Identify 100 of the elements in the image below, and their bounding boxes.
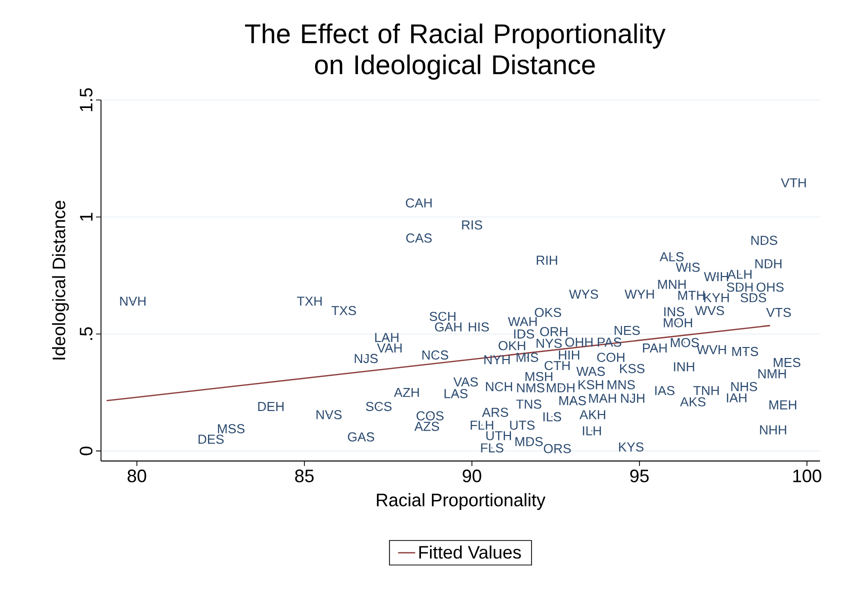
data-label: MDS — [515, 436, 543, 446]
data-label: TXS — [332, 306, 356, 316]
data-label: CAH — [406, 198, 432, 208]
data-label: DEH — [258, 402, 284, 411]
data-label: MIS — [516, 352, 538, 362]
data-label: DES — [198, 434, 224, 444]
data-label: SCH — [430, 312, 456, 322]
data-label: AZH — [394, 388, 419, 397]
data-label: UTS — [510, 420, 535, 430]
data-label: NCS — [422, 350, 448, 360]
legend-label: Fitted Values — [419, 545, 521, 559]
data-label: KSH — [578, 380, 604, 390]
data-label: CTH — [544, 360, 570, 370]
data-label: TNH — [693, 386, 719, 396]
data-label: CAS — [406, 233, 432, 243]
data-label: TNS — [516, 400, 542, 409]
data-label: MES — [774, 358, 800, 368]
data-label: AZS — [414, 422, 440, 431]
y-tick-label: .5 — [80, 327, 92, 340]
data-label: IDS — [514, 329, 534, 339]
data-label: MAS — [559, 396, 586, 406]
y-tick-label: 1.5 — [80, 88, 92, 112]
data-label: WAH — [508, 317, 537, 326]
data-label: RIH — [536, 256, 558, 265]
data-label: GAH — [435, 322, 462, 332]
data-label: NCH — [486, 382, 512, 392]
x-tick-label: 80 — [128, 470, 146, 482]
data-label: WIH — [704, 272, 728, 282]
y-axis-title: Ideological Distance — [52, 200, 69, 360]
data-label: COH — [597, 352, 624, 362]
data-label: KSS — [620, 364, 644, 374]
data-label: MOH — [664, 318, 692, 328]
y-tick-label: 1 — [80, 212, 92, 221]
x-tick-label: 100 — [793, 470, 822, 482]
data-label: AKH — [580, 410, 606, 420]
data-label: NMS — [517, 383, 544, 392]
data-label: WAS — [576, 366, 605, 376]
data-label: MTS — [732, 346, 758, 356]
data-label: NJS — [354, 354, 378, 364]
data-label: ILS — [543, 412, 562, 422]
x-tick-label: 90 — [462, 470, 482, 482]
data-label: KYS — [619, 442, 644, 452]
data-label: MEH — [769, 400, 796, 410]
data-label: MNS — [608, 380, 635, 390]
data-label: MSH — [526, 372, 552, 382]
data-label: ORS — [544, 444, 571, 454]
data-label: MSS — [218, 424, 244, 434]
data-label: OKS — [534, 308, 562, 318]
data-label: LAS — [444, 389, 468, 398]
data-label: HIS — [468, 322, 489, 332]
data-label: NDS — [751, 236, 778, 245]
data-label: NDH — [755, 259, 782, 268]
data-label: NVS — [316, 410, 342, 420]
x-tick-label: 95 — [630, 470, 649, 482]
data-label: TXH — [297, 296, 322, 306]
data-label: COS — [416, 411, 444, 420]
data-label: VTH — [780, 178, 806, 188]
data-label: HIH — [558, 350, 580, 360]
data-label: OKH — [498, 341, 526, 350]
data-label: OHS — [756, 282, 784, 292]
data-label: NYH — [484, 355, 510, 364]
data-label: NHS — [731, 382, 758, 392]
data-label: NHH — [760, 425, 786, 434]
data-label: INH — [674, 362, 694, 372]
data-label: PAH — [643, 344, 667, 352]
data-label: SDH — [726, 282, 753, 292]
data-label: INS — [664, 307, 684, 316]
data-label: WYH — [624, 290, 654, 299]
data-label: GAS — [348, 432, 374, 442]
data-label: ALS — [660, 252, 684, 262]
data-label: ALH — [727, 270, 752, 279]
data-label: RIS — [462, 220, 482, 230]
data-label: FLS — [481, 443, 504, 453]
data-label: KYH — [704, 293, 729, 302]
data-label: MAH — [589, 394, 616, 403]
data-label: OHH — [565, 338, 592, 347]
data-label: VTS — [766, 308, 791, 318]
data-label: IAS — [655, 386, 674, 396]
data-label: FLH — [470, 420, 494, 430]
data-label: VAS — [453, 377, 478, 387]
y-tick-label: 0 — [80, 446, 92, 456]
data-label: LAH — [375, 333, 398, 342]
data-label: WVS — [695, 306, 724, 316]
data-label: MDH — [546, 383, 574, 392]
data-label: NVH — [120, 296, 146, 306]
data-label: MNH — [658, 280, 686, 289]
data-label: SDS — [740, 293, 766, 302]
data-label: NJH — [621, 394, 644, 403]
data-label: WYS — [569, 290, 598, 299]
data-label: SCS — [366, 402, 392, 412]
data-label: IAH — [726, 393, 746, 402]
data-label: WVH — [696, 345, 726, 354]
data-label: NMH — [758, 369, 786, 378]
data-label: NYS — [536, 338, 562, 348]
data-label: ILH — [582, 426, 601, 436]
data-label: AKS — [680, 397, 706, 406]
x-tick-label: 85 — [295, 470, 314, 482]
data-label: UTH — [486, 431, 511, 440]
data-label: ARS — [482, 408, 508, 417]
data-label: MOS — [670, 338, 699, 348]
